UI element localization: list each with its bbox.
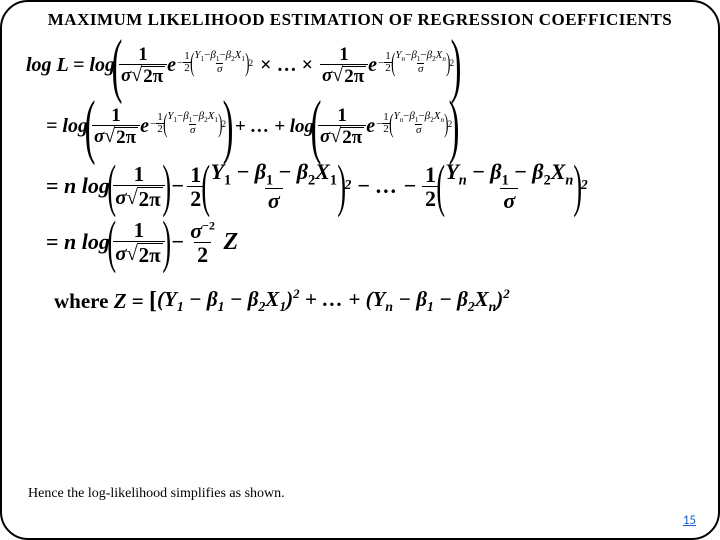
frac-1: 1 σ2π	[119, 45, 167, 87]
sqrt-icon: 2π	[131, 65, 165, 86]
exp-term-n: e − 12 ( Yn−β1−β2Xn σ )2	[368, 54, 454, 77]
paren-r: )	[451, 38, 462, 93]
where-label: where	[54, 289, 108, 314]
lhs-logL: log L = log	[26, 54, 115, 77]
equation-line-1: log L = log ( 1 σ2π e − 12 ( Y1−β1−β2X1 …	[26, 38, 698, 93]
page-number[interactable]: 15	[683, 513, 696, 528]
times-1: × … ×	[253, 54, 320, 77]
lbracket-icon: [	[149, 288, 157, 315]
caption-text: Hence the log-likelihood simplifies as s…	[28, 486, 285, 502]
Z-var: Z	[223, 229, 238, 256]
lhs-2: = log	[46, 115, 88, 138]
equation-line-2: = log ( 1 σ2π e − 12 ( Y1−β1−β2X1 σ )2	[46, 99, 698, 154]
sigma-neg2-over-2: σ−2 2	[187, 219, 218, 266]
paren-l: (	[112, 38, 123, 93]
slide-title: MAXIMUM LIKELIHOOD ESTIMATION OF REGRESS…	[2, 2, 718, 34]
frac-n: 1 σ2π	[320, 45, 368, 87]
where-Z: Z =	[114, 289, 144, 314]
equation-line-4: = n log ( 1 σ2π ) − σ−2 2 Z	[46, 218, 698, 266]
exp-term-1: e − 12 ( Y1−β1−β2X1 σ )2	[167, 54, 253, 77]
lhs-3: = n log	[46, 173, 110, 199]
equation-where: where Z = [ (Y1 − β1 − β2X1)2 + … + (Yn …	[54, 286, 698, 315]
lhs-4: = n log	[46, 229, 110, 255]
slide-frame: MAXIMUM LIKELIHOOD ESTIMATION OF REGRESS…	[0, 0, 720, 540]
equation-line-3: = n log ( 1 σ2π ) − 12 ( Y1 − β1 − β2X1 …	[46, 160, 698, 212]
math-body: log L = log ( 1 σ2π e − 12 ( Y1−β1−β2X1 …	[2, 34, 718, 316]
